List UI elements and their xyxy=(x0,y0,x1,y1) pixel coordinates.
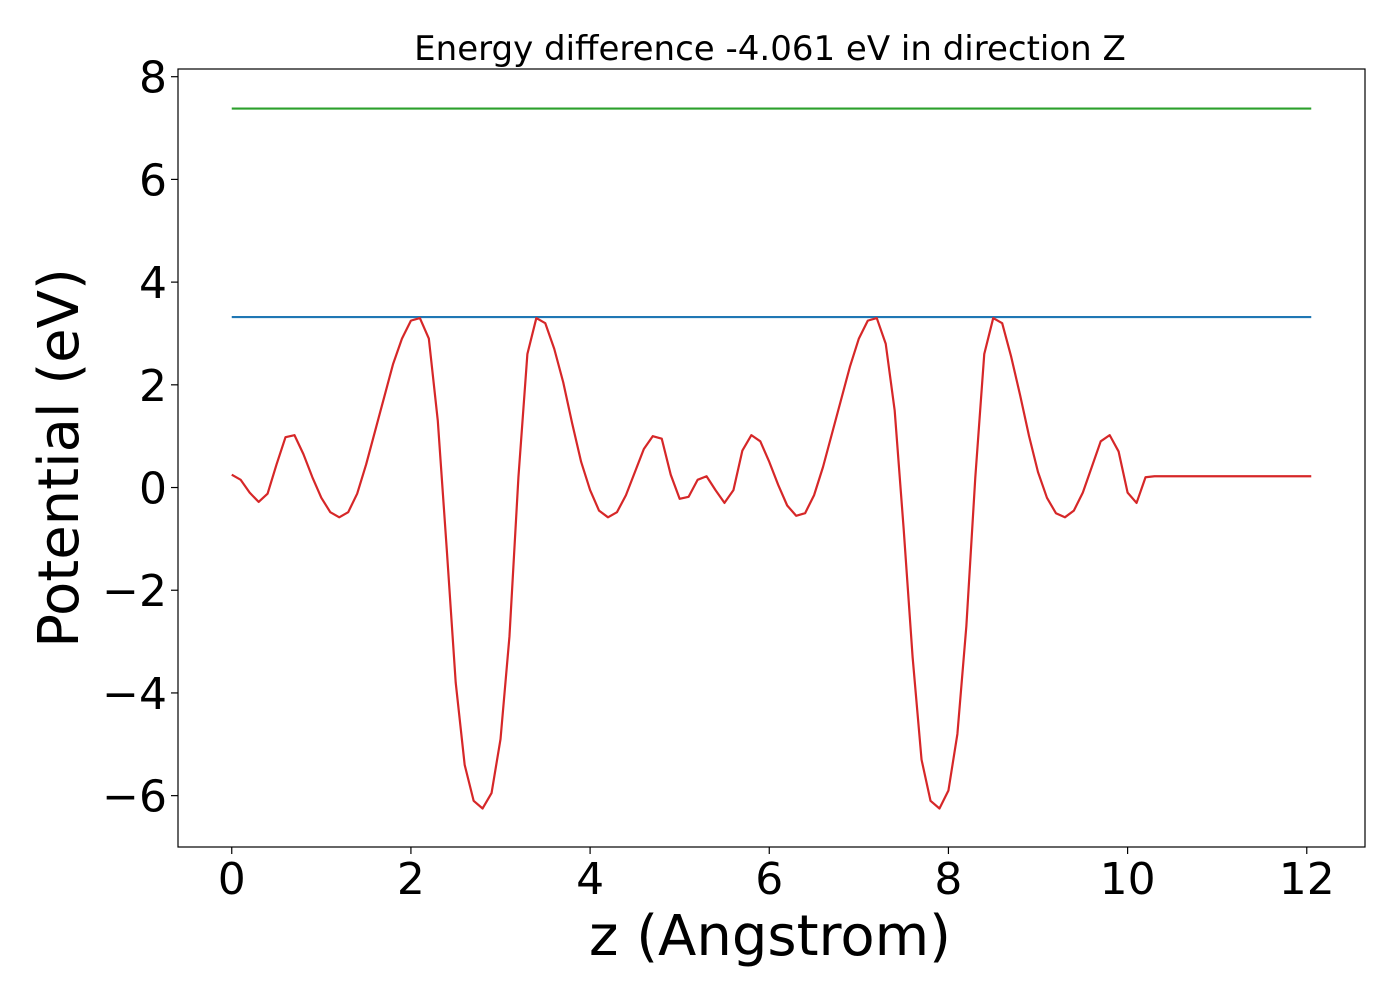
y-tick-label: 8 xyxy=(139,53,167,104)
x-tick-label: 2 xyxy=(397,854,425,905)
plot-area-frame xyxy=(177,68,1366,848)
x-tick-label: 6 xyxy=(755,854,783,905)
y-tick-label: 6 xyxy=(139,155,167,206)
x-axis: 0 2 4 6 8 10 12 xyxy=(218,847,1335,905)
x-axis-label: z (Angstrom) xyxy=(589,904,951,969)
y-tick-label: −4 xyxy=(102,669,167,720)
y-tick-label: 2 xyxy=(139,361,167,412)
y-tick-label: 0 xyxy=(139,464,167,515)
series-layer xyxy=(231,107,1312,810)
y-axis-label: Potential (eV) xyxy=(27,268,92,648)
x-tick-label: 8 xyxy=(934,854,962,905)
y-tick-label: −2 xyxy=(102,566,167,617)
potential-curve xyxy=(231,316,1312,810)
y-tick-label: −6 xyxy=(102,772,167,823)
x-tick-label: 12 xyxy=(1279,854,1335,905)
x-tick-label: 4 xyxy=(576,854,604,905)
y-axis: −6 −4 −2 0 2 4 6 8 xyxy=(102,53,178,823)
x-tick-label: 10 xyxy=(1100,854,1156,905)
y-tick-label: 4 xyxy=(139,258,167,309)
chart-title: Energy difference -4.061 eV in direction… xyxy=(414,29,1126,69)
x-tick-label: 0 xyxy=(218,854,246,905)
